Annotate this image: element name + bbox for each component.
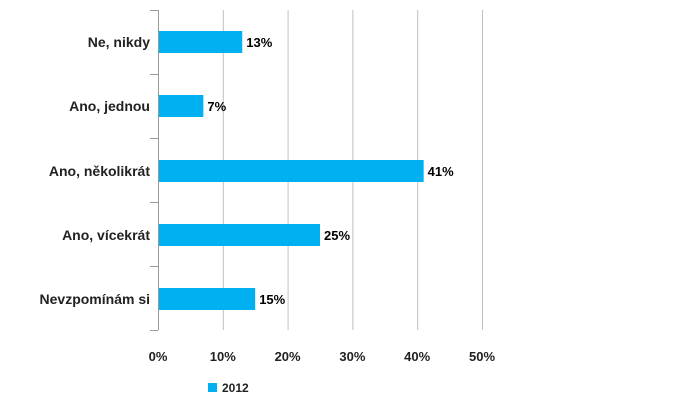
bar-2 [159,95,204,117]
bars [159,31,424,310]
legend-label: 2012 [222,381,249,395]
legend: 2012 [208,381,249,395]
labels: Ne, nikdy 13% Ano, jednou 7% Ano, několikrát… [40,34,496,364]
data-label: 25% [324,228,350,243]
bar-3 [159,160,424,182]
data-label: 13% [246,35,272,50]
x-tick-label: 20% [275,349,301,364]
category-label: Ne, nikdy [88,34,150,50]
category-label: Ano, několikrát [49,163,150,179]
data-label: 15% [259,292,285,307]
x-tick-label: 0% [149,349,168,364]
bar-1 [159,31,243,53]
data-label: 7% [207,99,226,114]
x-tick-label: 30% [339,349,365,364]
x-tick-label: 50% [469,349,495,364]
category-label: Ano, vícekrát [62,227,150,243]
category-label: Nevzpomínám si [40,291,150,307]
x-tick-label: 40% [404,349,430,364]
legend-swatch [208,383,217,392]
x-tick-label: 10% [210,349,236,364]
bar-5 [159,288,256,310]
bar-4 [159,224,320,246]
category-label: Ano, jednou [69,98,150,114]
data-label: 41% [428,164,454,179]
